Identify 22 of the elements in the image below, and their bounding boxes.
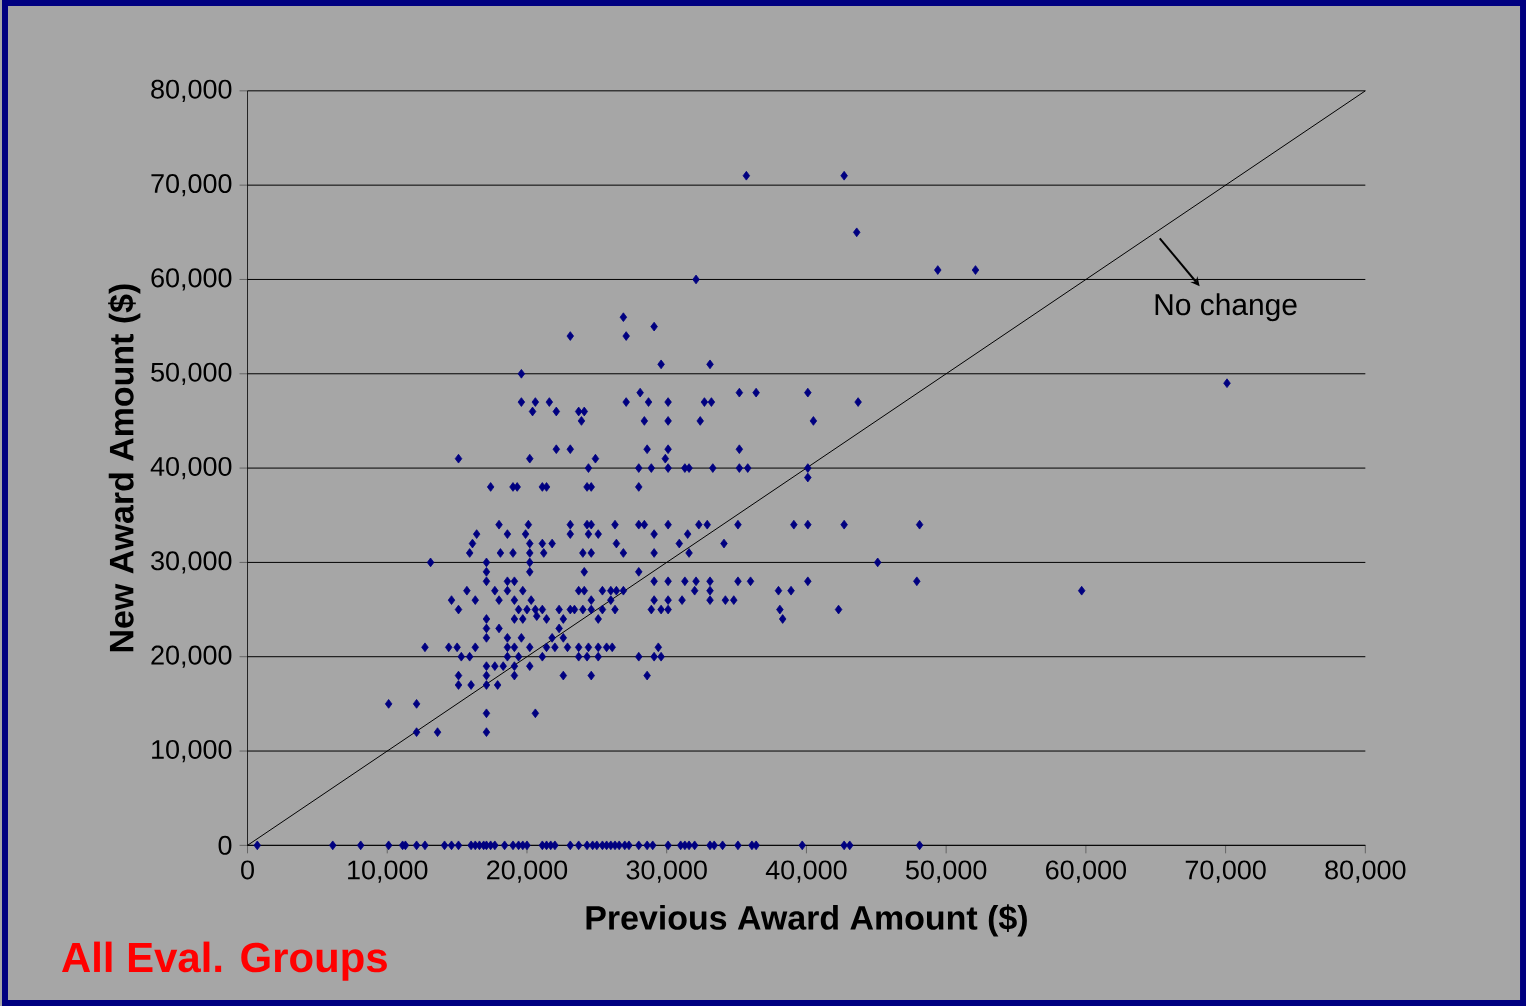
annotation: No change xyxy=(1155,293,1297,322)
x-tick-label: 0 xyxy=(241,860,254,880)
y-tick-label: 60,000 xyxy=(151,268,232,291)
x-tick-label: 20,000 xyxy=(487,860,568,883)
y-tick-label: 10,000 xyxy=(152,739,232,763)
y-tick-label: 0 xyxy=(218,835,232,855)
x-tick-label: 40,000 xyxy=(765,860,847,883)
x-tick-label: 70,000 xyxy=(1185,860,1266,883)
text: All Eval. Groups xyxy=(61,941,387,981)
y-tick-label: 80,000 xyxy=(151,79,232,102)
x-tick-label: 30,000 xyxy=(626,860,707,883)
x-tick-label: 80,000 xyxy=(1325,860,1406,883)
y-tick-label: 40,000 xyxy=(150,456,232,480)
x-tick-label: 50,000 xyxy=(906,860,987,883)
x-tick-label: 60,000 xyxy=(1046,860,1127,883)
x-tick-label: 10,000 xyxy=(348,860,428,883)
y-axis-title: New Award Amount ($) xyxy=(108,284,141,652)
y-tick-label: 70,000 xyxy=(151,174,232,197)
y-tick-label: 20,000 xyxy=(151,645,232,668)
y-tick-label: 50,000 xyxy=(151,362,232,385)
x-axis-title: Previous Award Amount ($) xyxy=(586,904,1027,937)
y-tick-label: 30,000 xyxy=(151,551,232,574)
